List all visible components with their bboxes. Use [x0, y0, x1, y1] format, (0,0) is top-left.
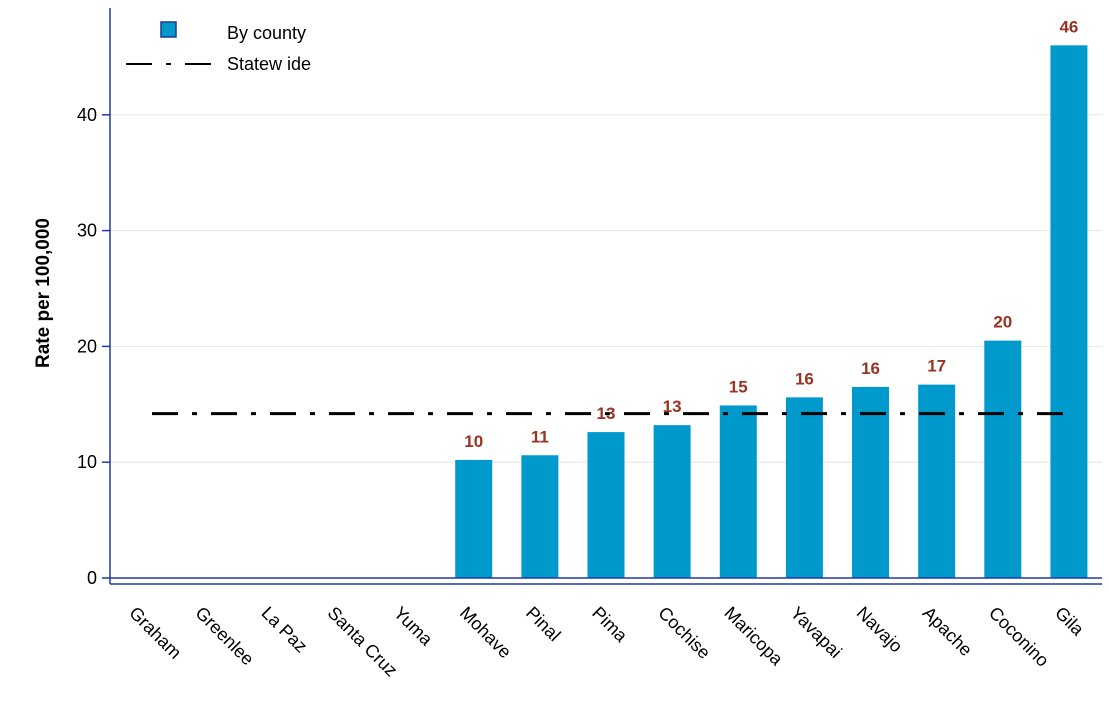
data-label-navajo: 16 — [861, 359, 880, 378]
y-tick-label-10: 10 — [77, 452, 97, 472]
y-tick-label-0: 0 — [87, 568, 97, 588]
y-axis-label: Rate per 100,000 — [33, 218, 54, 368]
x-tick-label-cochise: Cochise — [654, 603, 714, 663]
x-tick-label-coconino: Coconino — [985, 603, 1053, 671]
bar-pima — [587, 432, 625, 578]
legend-label-statewide: Statew ide — [227, 54, 311, 74]
data-label-yavapai: 16 — [795, 369, 814, 388]
data-label-coconino: 20 — [993, 313, 1012, 332]
x-tick-label-pinal: Pinal — [522, 603, 564, 645]
y-tick-label-40: 40 — [77, 105, 97, 125]
bars — [455, 45, 1088, 578]
y-tick-label-20: 20 — [77, 336, 97, 356]
bar-yavapai — [785, 397, 823, 578]
y-tick-label-30: 30 — [77, 221, 97, 241]
x-tick-label-gila: Gila — [1051, 603, 1088, 640]
data-label-pima: 13 — [597, 404, 616, 423]
data-label-pinal: 11 — [531, 427, 549, 446]
bar-cochise — [653, 425, 691, 578]
x-tick-label-graham: Graham — [125, 603, 185, 663]
data-labels: 10 11 13 13 15 16 16 17 20 46 — [464, 17, 1078, 451]
bar-pinal — [521, 455, 559, 578]
x-tick-label-greenlee: Greenlee — [191, 603, 258, 670]
data-label-cochise: 13 — [663, 397, 682, 416]
x-tick-label-yuma: Yuma — [390, 603, 437, 650]
bar-coconino — [984, 340, 1022, 578]
legend: By county Statew ide — [126, 21, 311, 74]
data-label-gila: 46 — [1059, 17, 1078, 36]
data-label-mohave: 10 — [464, 432, 483, 451]
x-tick-label-maricopa: Maricopa — [720, 603, 787, 670]
data-label-maricopa: 15 — [729, 377, 748, 396]
data-label-apache: 17 — [927, 357, 946, 376]
x-tick-label-mohave: Mohave — [456, 603, 515, 662]
x-tick-label-apache: Apache — [919, 603, 976, 660]
x-tick-label-yavapai: Yavapai — [787, 603, 846, 662]
bar-apache — [918, 384, 956, 578]
bar-mohave — [455, 459, 493, 578]
bar-gila — [1050, 45, 1088, 578]
x-tick-label-la-paz: La Paz — [258, 603, 312, 657]
bar-navajo — [852, 386, 890, 578]
x-tick-label-santa-cruz: Santa Cruz — [324, 603, 402, 681]
y-tick-labels: 0 10 20 30 40 — [77, 105, 97, 588]
bar-maricopa — [719, 405, 757, 578]
x-tick-label-navajo: Navajo — [853, 603, 907, 657]
legend-label-by-county: By county — [227, 23, 306, 43]
x-tick-label-pima: Pima — [588, 603, 632, 647]
legend-swatch-bar — [160, 21, 177, 38]
axes — [102, 8, 1102, 585]
